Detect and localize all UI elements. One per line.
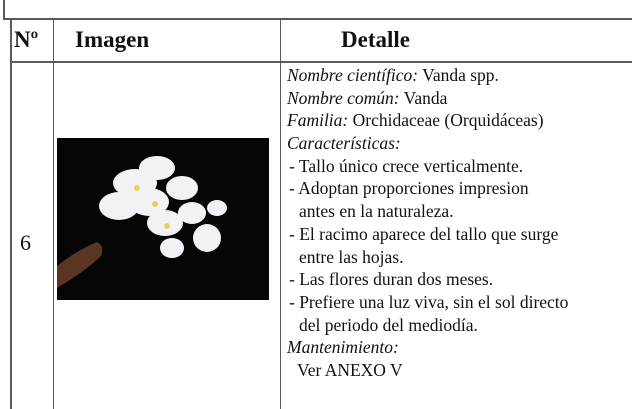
header-cell: Nº <box>14 27 39 52</box>
value: Vanda <box>403 87 448 108</box>
list-item: - Tallo único crece verticalmente. <box>289 155 524 176</box>
label: Mantenimiento: <box>287 337 399 358</box>
header-cell: Imagen <box>75 27 150 52</box>
label: Características: <box>287 133 401 154</box>
value: Ver ANEXO V <box>297 359 403 380</box>
border <box>10 18 12 409</box>
border <box>53 18 54 409</box>
label: Nombre científico: <box>287 65 419 85</box>
row-number: 6 <box>20 230 31 255</box>
list-item: - Prefiere una luz viva, sin el sol dire… <box>289 291 569 312</box>
list-item: entre las hojas. <box>299 246 404 267</box>
list-item: - Adoptan proporciones impresion <box>289 178 529 199</box>
list-item: antes en la naturaleza. <box>299 201 454 222</box>
list-item: - Las flores duran dos meses. <box>289 269 494 290</box>
border <box>3 18 632 20</box>
label: Nombre común: <box>287 87 400 108</box>
value: Orchidaceae (Orquidáceas) <box>352 110 544 131</box>
characteristics-list: - Tallo único crece verticalmente. - Adop… <box>287 155 632 337</box>
border <box>3 0 5 20</box>
border <box>10 61 632 63</box>
header-cell: Detalle <box>341 27 410 52</box>
value: Vanda spp. <box>422 65 499 85</box>
label: Familia: <box>287 110 349 131</box>
list-item: - El racimo aparece del tallo que surge <box>289 223 559 244</box>
list-item: del periodo del mediodía. <box>299 314 478 335</box>
detail: Nombre científico: Vanda spp. Nombre com… <box>287 64 632 382</box>
photo <box>57 138 269 300</box>
border <box>280 18 281 409</box>
